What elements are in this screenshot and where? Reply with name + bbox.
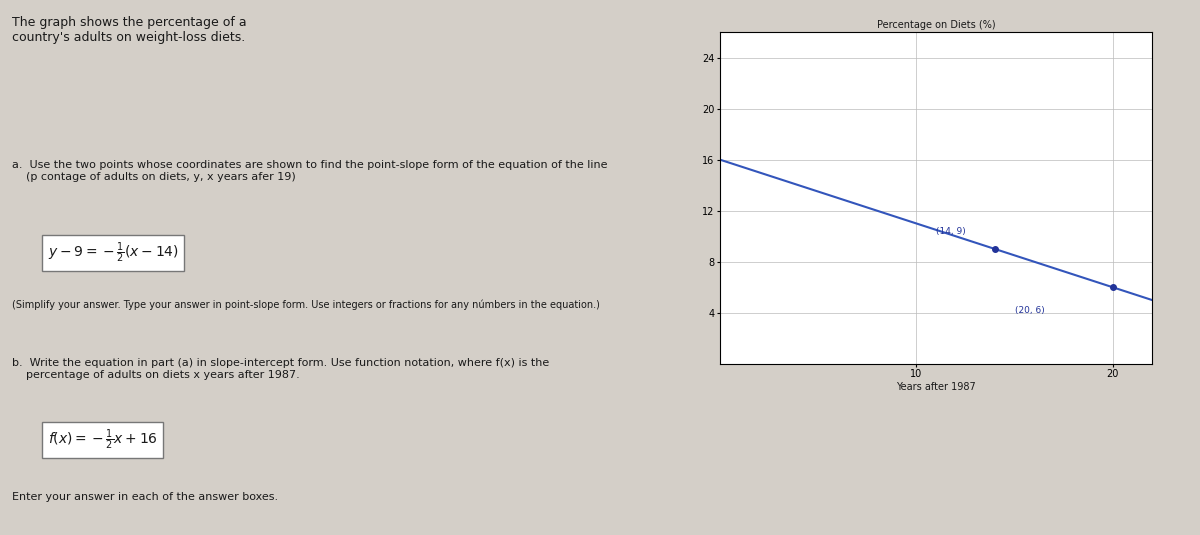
- Text: $f(x) = -\frac{1}{2}x + 16$: $f(x) = -\frac{1}{2}x + 16$: [48, 428, 158, 452]
- Text: (14, 9): (14, 9): [936, 227, 966, 236]
- Text: $y - 9 = -\frac{1}{2}(x - 14)$: $y - 9 = -\frac{1}{2}(x - 14)$: [48, 241, 179, 265]
- Text: a.  Use the two points whose coordinates are shown to find the point-slope form : a. Use the two points whose coordinates …: [12, 160, 607, 182]
- Text: (Simplify your answer. Type your answer in point-slope form. Use integers or fra: (Simplify your answer. Type your answer …: [12, 300, 600, 310]
- Text: b.  Write the equation in part (a) in slope-intercept form. Use function notatio: b. Write the equation in part (a) in slo…: [12, 358, 550, 380]
- Text: Enter your answer in each of the answer boxes.: Enter your answer in each of the answer …: [12, 492, 278, 502]
- Title: Percentage on Diets (%): Percentage on Diets (%): [877, 20, 995, 30]
- Text: (20, 6): (20, 6): [1014, 306, 1044, 315]
- X-axis label: Years after 1987: Years after 1987: [896, 382, 976, 392]
- Text: The graph shows the percentage of a
country's adults on weight-loss diets.: The graph shows the percentage of a coun…: [12, 16, 247, 44]
